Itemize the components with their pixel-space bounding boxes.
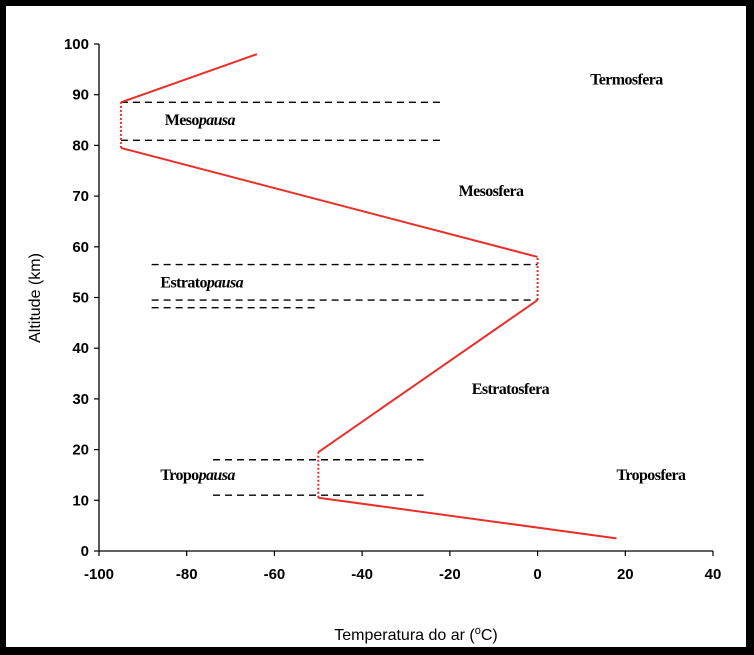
y-tick-label: 80	[72, 137, 89, 154]
annotation-part: Estratosfera	[472, 381, 550, 398]
annotation-part: Termosfera	[590, 72, 663, 89]
annotation-mesosfera: Mesosfera	[459, 183, 524, 200]
x-axis-title-unit: C)	[481, 627, 498, 644]
annotations: TermosferaMesopausaMesosferaEstratopausa…	[160, 72, 686, 484]
temperature-profile-segment	[317, 299, 539, 453]
x-tick-label: 20	[617, 566, 634, 583]
x-tick-label: -60	[264, 566, 286, 583]
y-tick-label: 60	[72, 239, 89, 256]
y-tick-label: 100	[64, 36, 89, 53]
y-tick-label: 90	[72, 87, 89, 104]
temperature-profile-segment	[120, 146, 538, 258]
y-tick-label: 20	[72, 442, 89, 459]
annotation-estratopausa: Estratopausa	[160, 274, 243, 291]
y-axis-title: Altitude (km)	[27, 253, 44, 343]
x-axis-title-sup: o	[475, 625, 481, 637]
annotation-estratosfera: Estratosfera	[472, 381, 550, 398]
annotation-part: Mesosfera	[459, 183, 524, 200]
annotation-part: pausa	[197, 467, 236, 484]
annotation-part: Meso	[165, 112, 200, 129]
layer-boundaries	[120, 101, 538, 496]
annotation-part: Tropo	[160, 467, 199, 484]
x-tick-label: 40	[705, 566, 722, 583]
y-tick-label: 0	[81, 543, 89, 560]
axes: 0 10 20 30 40 50 60 70 80 90 100 -100 -80 -60 -40 -20 0 2…	[64, 36, 721, 583]
x-tick-label: -40	[351, 566, 373, 583]
annotation-tropopausa: Tropopausa	[160, 467, 235, 484]
series-group	[119, 53, 617, 540]
x-axis-title-text: Temperatura do ar (	[334, 627, 475, 644]
x-tick-label: -80	[176, 566, 198, 583]
y-tick-label: 10	[72, 492, 89, 509]
annotation-part: pausa	[197, 112, 236, 129]
annotation-troposfera: Troposfera	[617, 467, 687, 484]
temperature-profile-segment	[318, 496, 617, 540]
chart-frame	[6, 6, 746, 647]
annotation-mesopausa: Mesopausa	[165, 112, 236, 129]
annotation-termosfera: Termosfera	[590, 72, 663, 89]
x-tick-label: -100	[84, 566, 114, 583]
y-tick-label: 40	[72, 340, 89, 357]
annotation-part: pausa	[205, 274, 244, 291]
annotation-part: Estrato	[160, 274, 207, 291]
temperature-profile-segment	[120, 53, 258, 104]
x-axis-title: Temperatura do ar (oC)	[334, 625, 498, 644]
x-tick-label: -20	[439, 566, 461, 583]
annotation-part: Troposfera	[617, 467, 687, 484]
x-tick-label: 0	[533, 566, 541, 583]
y-tick-label: 50	[72, 290, 89, 307]
y-tick-label: 70	[72, 188, 89, 205]
y-tick-label: 30	[72, 391, 89, 408]
